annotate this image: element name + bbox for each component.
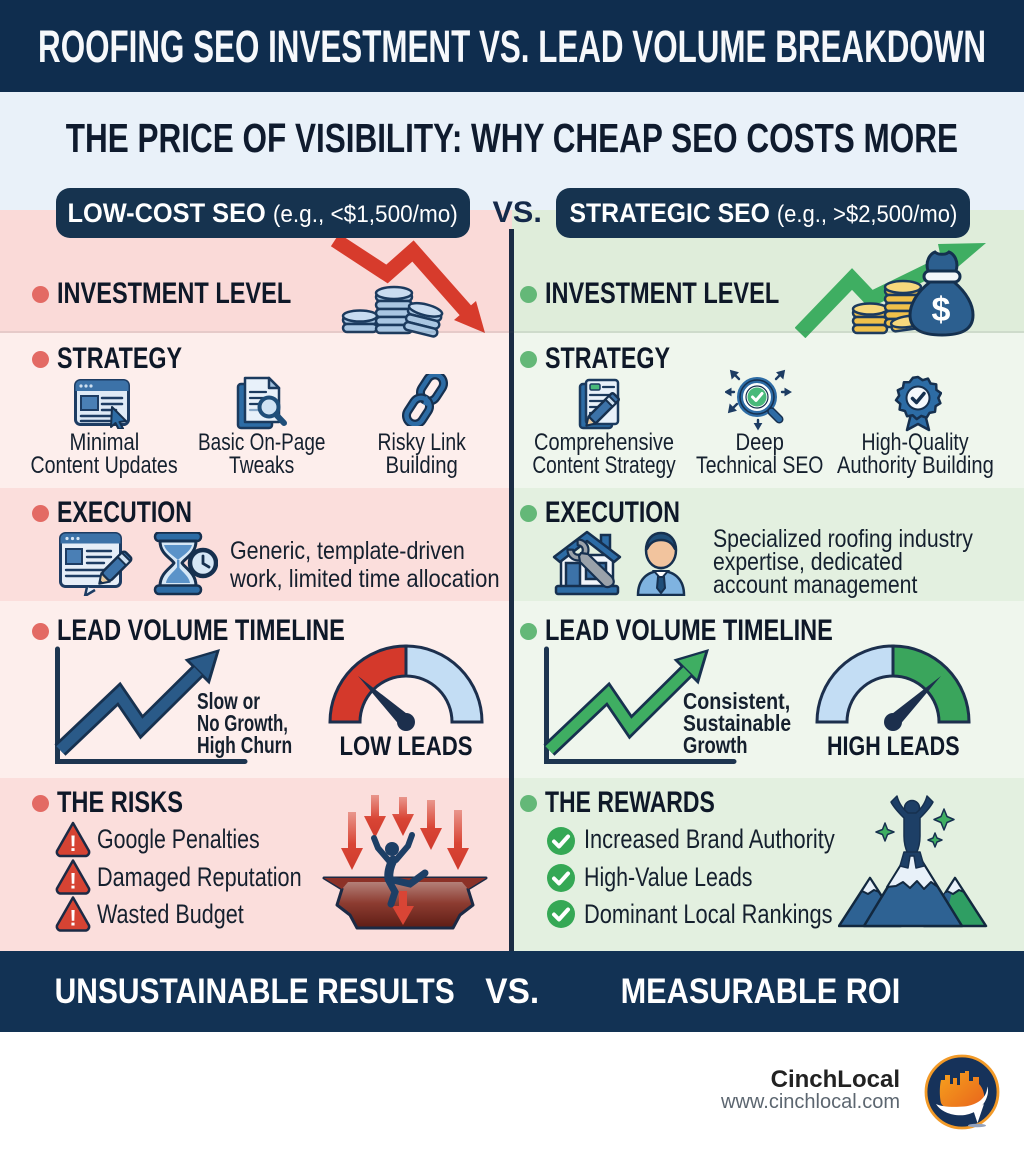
svg-text:!: ! bbox=[69, 831, 76, 856]
svg-text:!: ! bbox=[69, 906, 76, 931]
svg-text:!: ! bbox=[69, 869, 76, 894]
svg-text:$: $ bbox=[932, 291, 951, 329]
